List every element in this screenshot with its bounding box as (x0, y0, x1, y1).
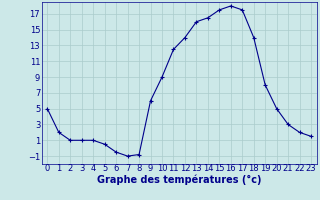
X-axis label: Graphe des températures (°c): Graphe des températures (°c) (97, 174, 261, 185)
